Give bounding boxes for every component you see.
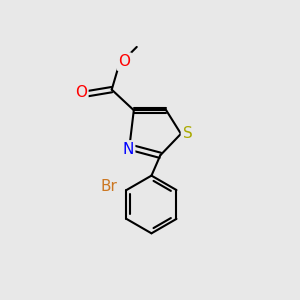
Text: O: O xyxy=(118,54,130,69)
Text: N: N xyxy=(122,142,134,157)
Text: Br: Br xyxy=(101,179,118,194)
Text: S: S xyxy=(182,126,192,141)
Text: O: O xyxy=(75,85,87,100)
